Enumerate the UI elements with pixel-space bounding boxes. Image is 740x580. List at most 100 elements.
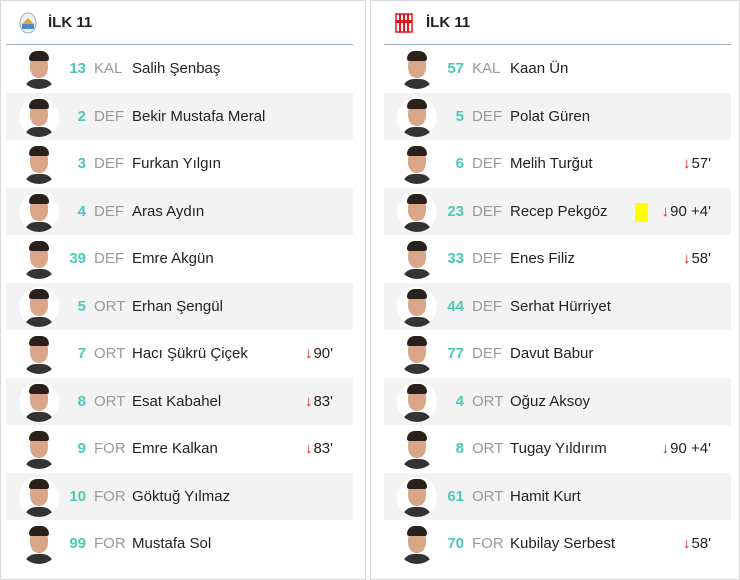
player-number: 61 xyxy=(447,487,464,505)
player-row[interactable]: 13 KAL Salih Şenbaş xyxy=(6,45,353,93)
home-lineup-title: İLK 11 xyxy=(48,14,93,31)
player-row[interactable]: 57 KAL Kaan Ün xyxy=(384,45,731,93)
player-number: 8 xyxy=(77,392,86,410)
player-name[interactable]: Enes Filiz xyxy=(510,250,576,267)
player-row[interactable]: 10 FOR Göktuğ Yılmaz xyxy=(6,472,353,520)
home-lineup-header: İLK 11 xyxy=(6,1,353,45)
player-row[interactable]: 61 ORT Hamit Kurt xyxy=(384,472,731,520)
substitution-out: ↓90 +4' xyxy=(662,203,711,220)
player-number: 3 xyxy=(77,155,86,172)
player-position: ORT xyxy=(472,440,504,457)
player-name[interactable]: Furkan Yılgın xyxy=(132,155,221,172)
player-name[interactable]: Oğuz Aksoy xyxy=(510,392,591,410)
player-avatar xyxy=(19,286,59,327)
player-name[interactable]: Tugay Yıldırım xyxy=(510,440,607,457)
player-row[interactable]: 6 DEF Melih Turğut ↓57' xyxy=(384,140,731,188)
player-row[interactable]: 7 ORT Hacı Şükrü Çiçek ↓90' xyxy=(6,330,353,378)
player-number: 5 xyxy=(77,297,86,315)
player-name[interactable]: Melih Turğut xyxy=(510,155,593,172)
player-name[interactable]: Bekir Mustafa Meral xyxy=(132,107,266,125)
player-name[interactable]: Kubilay Serbest xyxy=(510,535,616,552)
player-row[interactable]: 2 DEF Bekir Mustafa Meral xyxy=(6,92,353,140)
player-number: 13 xyxy=(69,60,86,77)
player-name[interactable]: Davut Babur xyxy=(510,345,594,362)
substitution-minute: 58' xyxy=(691,535,711,552)
player-number: 2 xyxy=(77,107,86,125)
player-avatar xyxy=(397,191,437,232)
player-position: ORT xyxy=(472,392,504,410)
player-avatar xyxy=(19,334,59,374)
player-position: DEF xyxy=(472,297,502,315)
player-position: DEF xyxy=(472,202,502,220)
player-avatar xyxy=(19,49,59,89)
player-row[interactable]: 4 ORT Oğuz Aksoy xyxy=(384,377,731,425)
player-name[interactable]: Esat Kabahel xyxy=(132,392,222,410)
player-name[interactable]: Hacı Şükrü Çiçek xyxy=(132,345,248,362)
player-row[interactable]: 9 FOR Emre Kalkan ↓83' xyxy=(6,425,353,473)
player-avatar xyxy=(397,144,437,184)
player-number: 10 xyxy=(69,487,86,505)
player-avatar xyxy=(19,476,59,517)
player-row[interactable]: 8 ORT Tugay Yıldırım ↓90 +4' xyxy=(384,425,731,473)
player-name[interactable]: Polat Güren xyxy=(510,107,591,125)
player-avatar xyxy=(397,49,437,89)
arrow-down-icon: ↓ xyxy=(304,345,313,362)
home-club-logo-icon xyxy=(19,12,37,34)
substitution-out: ↓58' xyxy=(683,535,711,552)
arrow-down-icon: ↓ xyxy=(661,440,670,457)
substitution-minute: 90' xyxy=(313,345,333,362)
player-avatar xyxy=(19,144,59,184)
player-number: 4 xyxy=(455,392,464,410)
player-number: 6 xyxy=(455,155,464,172)
player-name[interactable]: Mustafa Sol xyxy=(132,535,212,552)
player-name[interactable]: Kaan Ün xyxy=(510,60,569,77)
player-avatar xyxy=(19,429,59,469)
player-position: DEF xyxy=(94,202,124,220)
player-number: 39 xyxy=(69,250,86,267)
player-name[interactable]: Emre Kalkan xyxy=(132,440,218,457)
player-number: 8 xyxy=(455,440,464,457)
player-row[interactable]: 70 FOR Kubilay Serbest ↓58' xyxy=(384,520,731,568)
player-row[interactable]: 99 FOR Mustafa Sol xyxy=(6,520,353,568)
away-lineup-panel: İLK 11 57 KAL Kaan Ün 5 DEF Polat Güren … xyxy=(370,0,740,580)
player-row[interactable]: 3 DEF Furkan Yılgın xyxy=(6,140,353,188)
player-row[interactable]: 4 DEF Aras Aydın xyxy=(6,187,353,235)
player-number: 77 xyxy=(447,345,464,362)
player-avatar xyxy=(19,96,59,137)
player-position: ORT xyxy=(94,297,126,315)
player-name[interactable]: Aras Aydın xyxy=(132,202,205,220)
player-name[interactable]: Serhat Hürriyet xyxy=(510,297,611,315)
player-row[interactable]: 39 DEF Emre Akgün xyxy=(6,235,353,283)
substitution-out: ↓58' xyxy=(683,250,711,267)
player-row[interactable]: 8 ORT Esat Kabahel ↓83' xyxy=(6,377,353,425)
player-avatar xyxy=(397,239,437,279)
player-name[interactable]: Göktuğ Yılmaz xyxy=(132,487,231,505)
player-avatar xyxy=(397,334,437,374)
player-row[interactable]: 77 DEF Davut Babur xyxy=(384,330,731,378)
player-number: 5 xyxy=(455,107,464,125)
player-row[interactable]: 5 ORT Erhan Şengül xyxy=(6,282,353,330)
player-name[interactable]: Recep Pekgöz xyxy=(510,202,608,220)
player-number: 57 xyxy=(447,60,464,77)
yellow-card-icon xyxy=(635,202,648,222)
player-avatar xyxy=(397,96,437,137)
player-position: DEF xyxy=(94,250,124,267)
player-number: 9 xyxy=(77,440,86,457)
player-row[interactable]: 44 DEF Serhat Hürriyet xyxy=(384,282,731,330)
substitution-out: ↓83' xyxy=(305,440,333,457)
player-position: KAL xyxy=(94,60,123,77)
home-lineup-panel: İLK 11 13 KAL Salih Şenbaş 2 DEF Bekir M… xyxy=(0,0,366,580)
player-avatar xyxy=(19,524,59,564)
substitution-minute: 90 +4' xyxy=(670,440,711,457)
player-position: ORT xyxy=(472,487,504,505)
player-row[interactable]: 5 DEF Polat Güren xyxy=(384,92,731,140)
player-name[interactable]: Emre Akgün xyxy=(132,250,214,267)
player-row[interactable]: 23 DEF Recep Pekgöz ↓90 +4' xyxy=(384,187,731,235)
player-row[interactable]: 33 DEF Enes Filiz ↓58' xyxy=(384,235,731,283)
substitution-minute: 83' xyxy=(313,392,333,410)
player-number: 99 xyxy=(69,535,86,552)
player-name[interactable]: Hamit Kurt xyxy=(510,487,581,505)
player-name[interactable]: Salih Şenbaş xyxy=(132,60,221,77)
player-name[interactable]: Erhan Şengül xyxy=(132,297,223,315)
substitution-minute: 57' xyxy=(691,155,711,172)
